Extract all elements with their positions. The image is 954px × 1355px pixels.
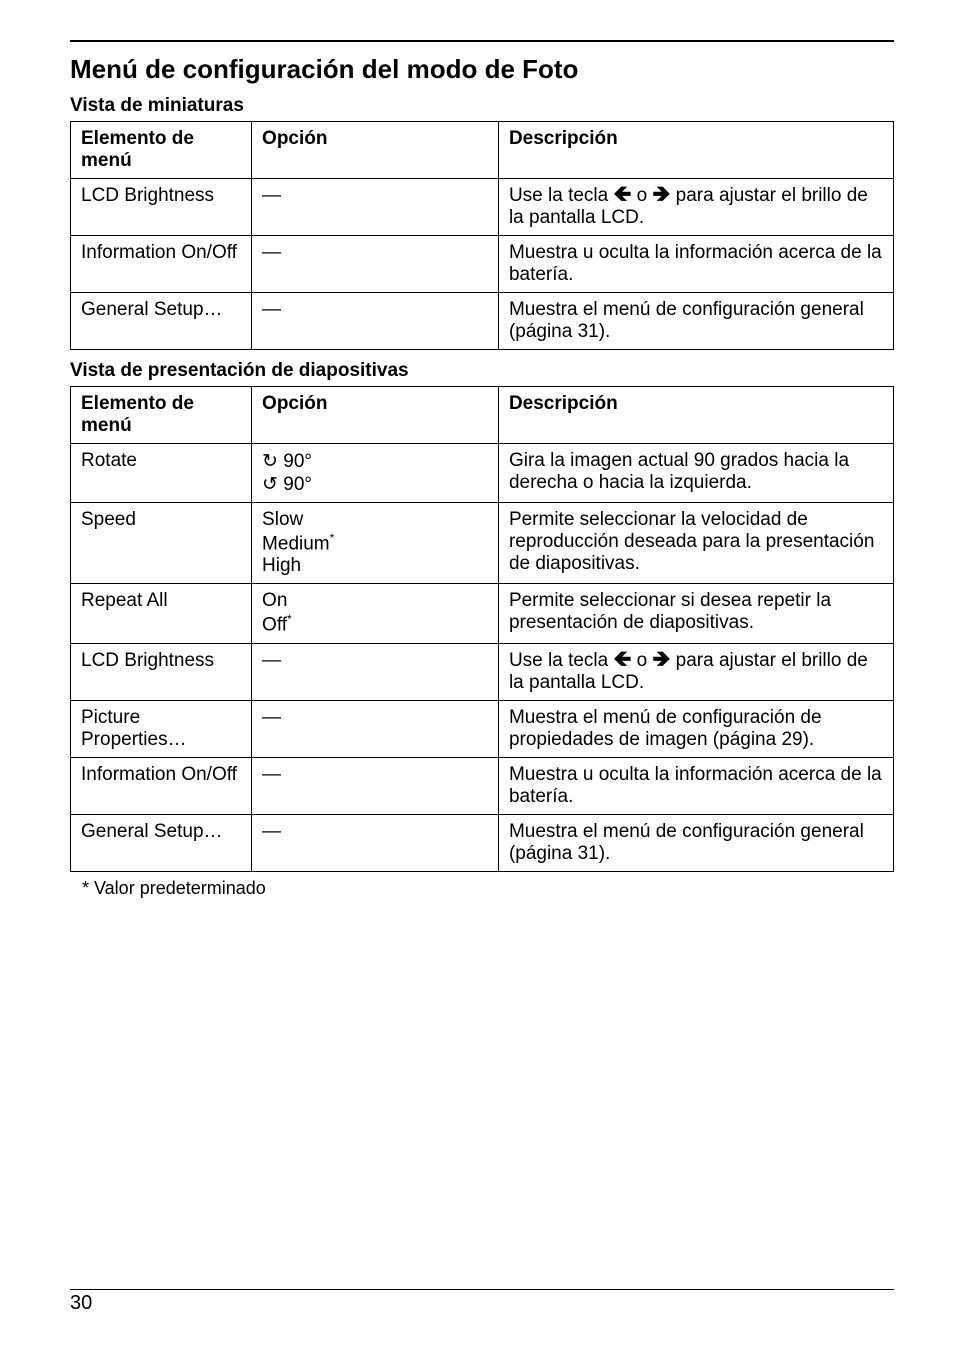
cell-option: —	[252, 643, 499, 700]
thumb-heading: Vista de miniaturas	[70, 95, 894, 117]
table-row: Repeat All On Off* Permite seleccionar s…	[71, 584, 894, 643]
page-number: 30	[70, 1292, 92, 1314]
arrow-left-icon: 🡸	[613, 646, 631, 671]
cell-option: ↻ 90° ↺ 90°	[252, 444, 499, 503]
arrow-left-icon: 🡸	[613, 181, 631, 206]
slides-body: Rotate ↻ 90° ↺ 90° Gira la imagen actual…	[71, 444, 894, 872]
page: Menú de configuración del modo de Foto V…	[0, 0, 954, 1355]
thumb-table: Elemento de menú Opción Descripción LCD …	[70, 121, 894, 350]
cell-option: —	[252, 236, 499, 293]
cell-desc: Muestra u oculta la información acerca d…	[498, 757, 893, 814]
cell-menu: Picture Properties…	[71, 700, 252, 757]
th-descripcion: Descripción	[498, 122, 893, 179]
cell-desc: Use la tecla 🡸 o 🡺 para ajustar el brill…	[498, 179, 893, 236]
cell-option: —	[252, 293, 499, 350]
cell-option: —	[252, 814, 499, 871]
cell-desc: Gira la imagen actual 90 grados hacia la…	[498, 444, 893, 503]
cell-option: On Off*	[252, 584, 499, 643]
table-row: Rotate ↻ 90° ↺ 90° Gira la imagen actual…	[71, 444, 894, 503]
cell-menu: LCD Brightness	[71, 179, 252, 236]
section-title: Menú de configuración del modo de Foto	[70, 54, 894, 85]
cell-option: —	[252, 757, 499, 814]
cell-desc: Muestra el menú de configuración general…	[498, 814, 893, 871]
thumb-header-row: Elemento de menú Opción Descripción	[71, 122, 894, 179]
table-row: General Setup… — Muestra el menú de conf…	[71, 293, 894, 350]
cell-menu: General Setup…	[71, 293, 252, 350]
cell-desc: Muestra u oculta la información acerca d…	[498, 236, 893, 293]
table-row: Information On/Off — Muestra u oculta la…	[71, 757, 894, 814]
cell-option: —	[252, 179, 499, 236]
th-opcion: Opción	[252, 387, 499, 444]
table-row: General Setup… — Muestra el menú de conf…	[71, 814, 894, 871]
cell-menu: Rotate	[71, 444, 252, 503]
cell-menu: Information On/Off	[71, 236, 252, 293]
top-rule	[70, 40, 894, 42]
slides-header-row: Elemento de menú Opción Descripción	[71, 387, 894, 444]
cell-desc: Use la tecla 🡸 o 🡺 para ajustar el brill…	[498, 643, 893, 700]
table-row: Information On/Off — Muestra u oculta la…	[71, 236, 894, 293]
cell-menu: Speed	[71, 503, 252, 584]
thumb-body: LCD Brightness — Use la tecla 🡸 o 🡺 para…	[71, 179, 894, 350]
cell-menu: Repeat All	[71, 584, 252, 643]
cell-desc: Permite seleccionar la velocidad de repr…	[498, 503, 893, 584]
cell-menu: Information On/Off	[71, 757, 252, 814]
th-opcion: Opción	[252, 122, 499, 179]
cell-desc: Permite seleccionar si desea repetir la …	[498, 584, 893, 643]
th-elemento: Elemento de menú	[71, 387, 252, 444]
cell-desc: Muestra el menú de configuración general…	[498, 293, 893, 350]
footnote: * Valor predeterminado	[70, 878, 894, 899]
th-elemento: Elemento de menú	[71, 122, 252, 179]
table-row: Speed Slow Medium* High Permite seleccio…	[71, 503, 894, 584]
cell-option: Slow Medium* High	[252, 503, 499, 584]
slides-table: Elemento de menú Opción Descripción Rota…	[70, 386, 894, 872]
cell-desc: Muestra el menú de configuración de prop…	[498, 700, 893, 757]
cell-menu: General Setup…	[71, 814, 252, 871]
cell-menu: LCD Brightness	[71, 643, 252, 700]
slides-heading: Vista de presentación de diapositivas	[70, 360, 894, 382]
arrow-right-icon: 🡺	[652, 181, 670, 206]
th-descripcion: Descripción	[498, 387, 893, 444]
table-row: LCD Brightness — Use la tecla 🡸 o 🡺 para…	[71, 179, 894, 236]
cell-option: —	[252, 700, 499, 757]
table-row: LCD Brightness — Use la tecla 🡸 o 🡺 para…	[71, 643, 894, 700]
table-row: Picture Properties… — Muestra el menú de…	[71, 700, 894, 757]
arrow-right-icon: 🡺	[652, 646, 670, 671]
page-footer: 30	[70, 1289, 894, 1315]
